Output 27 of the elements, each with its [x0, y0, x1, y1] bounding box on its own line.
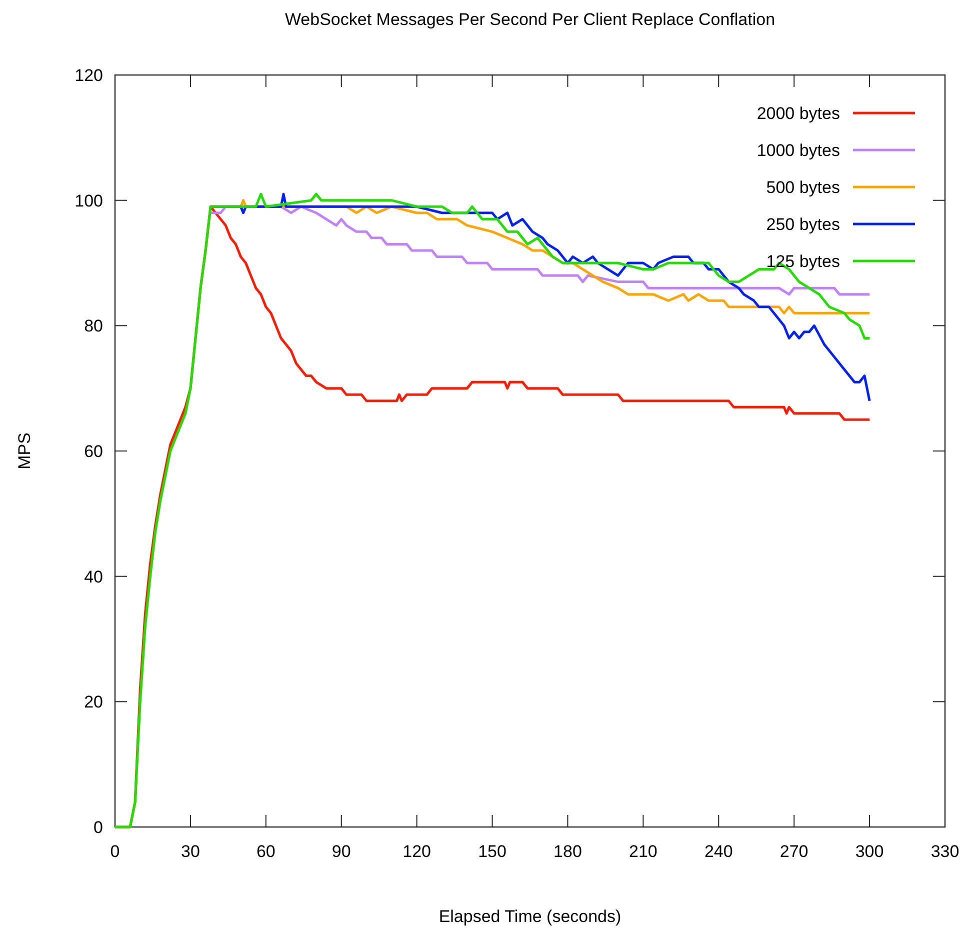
- chart-title: WebSocket Messages Per Second Per Client Replace Conflation: [284, 10, 776, 29]
- legend-label: 1000 bytes: [756, 140, 840, 160]
- x-tick-label: 150: [478, 842, 506, 861]
- x-tick-label: 330: [930, 842, 960, 861]
- legend-label: 250 bytes: [766, 214, 840, 234]
- x-tick-label: 30: [180, 842, 200, 861]
- x-tick-label: 0: [110, 842, 120, 861]
- x-tick-label: 60: [256, 842, 276, 861]
- x-tick-label: 180: [554, 842, 582, 861]
- x-tick-label: 90: [332, 842, 351, 861]
- x-tick-label: 240: [704, 842, 733, 861]
- x-axis-title: Elapsed Time (seconds): [438, 907, 622, 926]
- legend-label: 2000 bytes: [756, 104, 840, 123]
- legend-label: 500 bytes: [766, 178, 840, 197]
- legend-label: 125 bytes: [766, 252, 840, 271]
- y-tick-label: 100: [74, 191, 103, 210]
- y-tick-label: 0: [94, 818, 103, 837]
- y-tick-label: 80: [84, 316, 103, 336]
- y-tick-label: 20: [84, 692, 103, 712]
- x-tick-label: 120: [402, 842, 432, 861]
- y-tick-label: 40: [84, 567, 103, 586]
- x-tick-label: 210: [628, 842, 658, 861]
- x-tick-label: 300: [855, 842, 884, 861]
- x-tick-label: 270: [780, 842, 808, 861]
- y-axis-title: MPS: [15, 432, 34, 470]
- y-tick-label: 60: [84, 442, 103, 461]
- y-tick-label: 120: [74, 66, 103, 85]
